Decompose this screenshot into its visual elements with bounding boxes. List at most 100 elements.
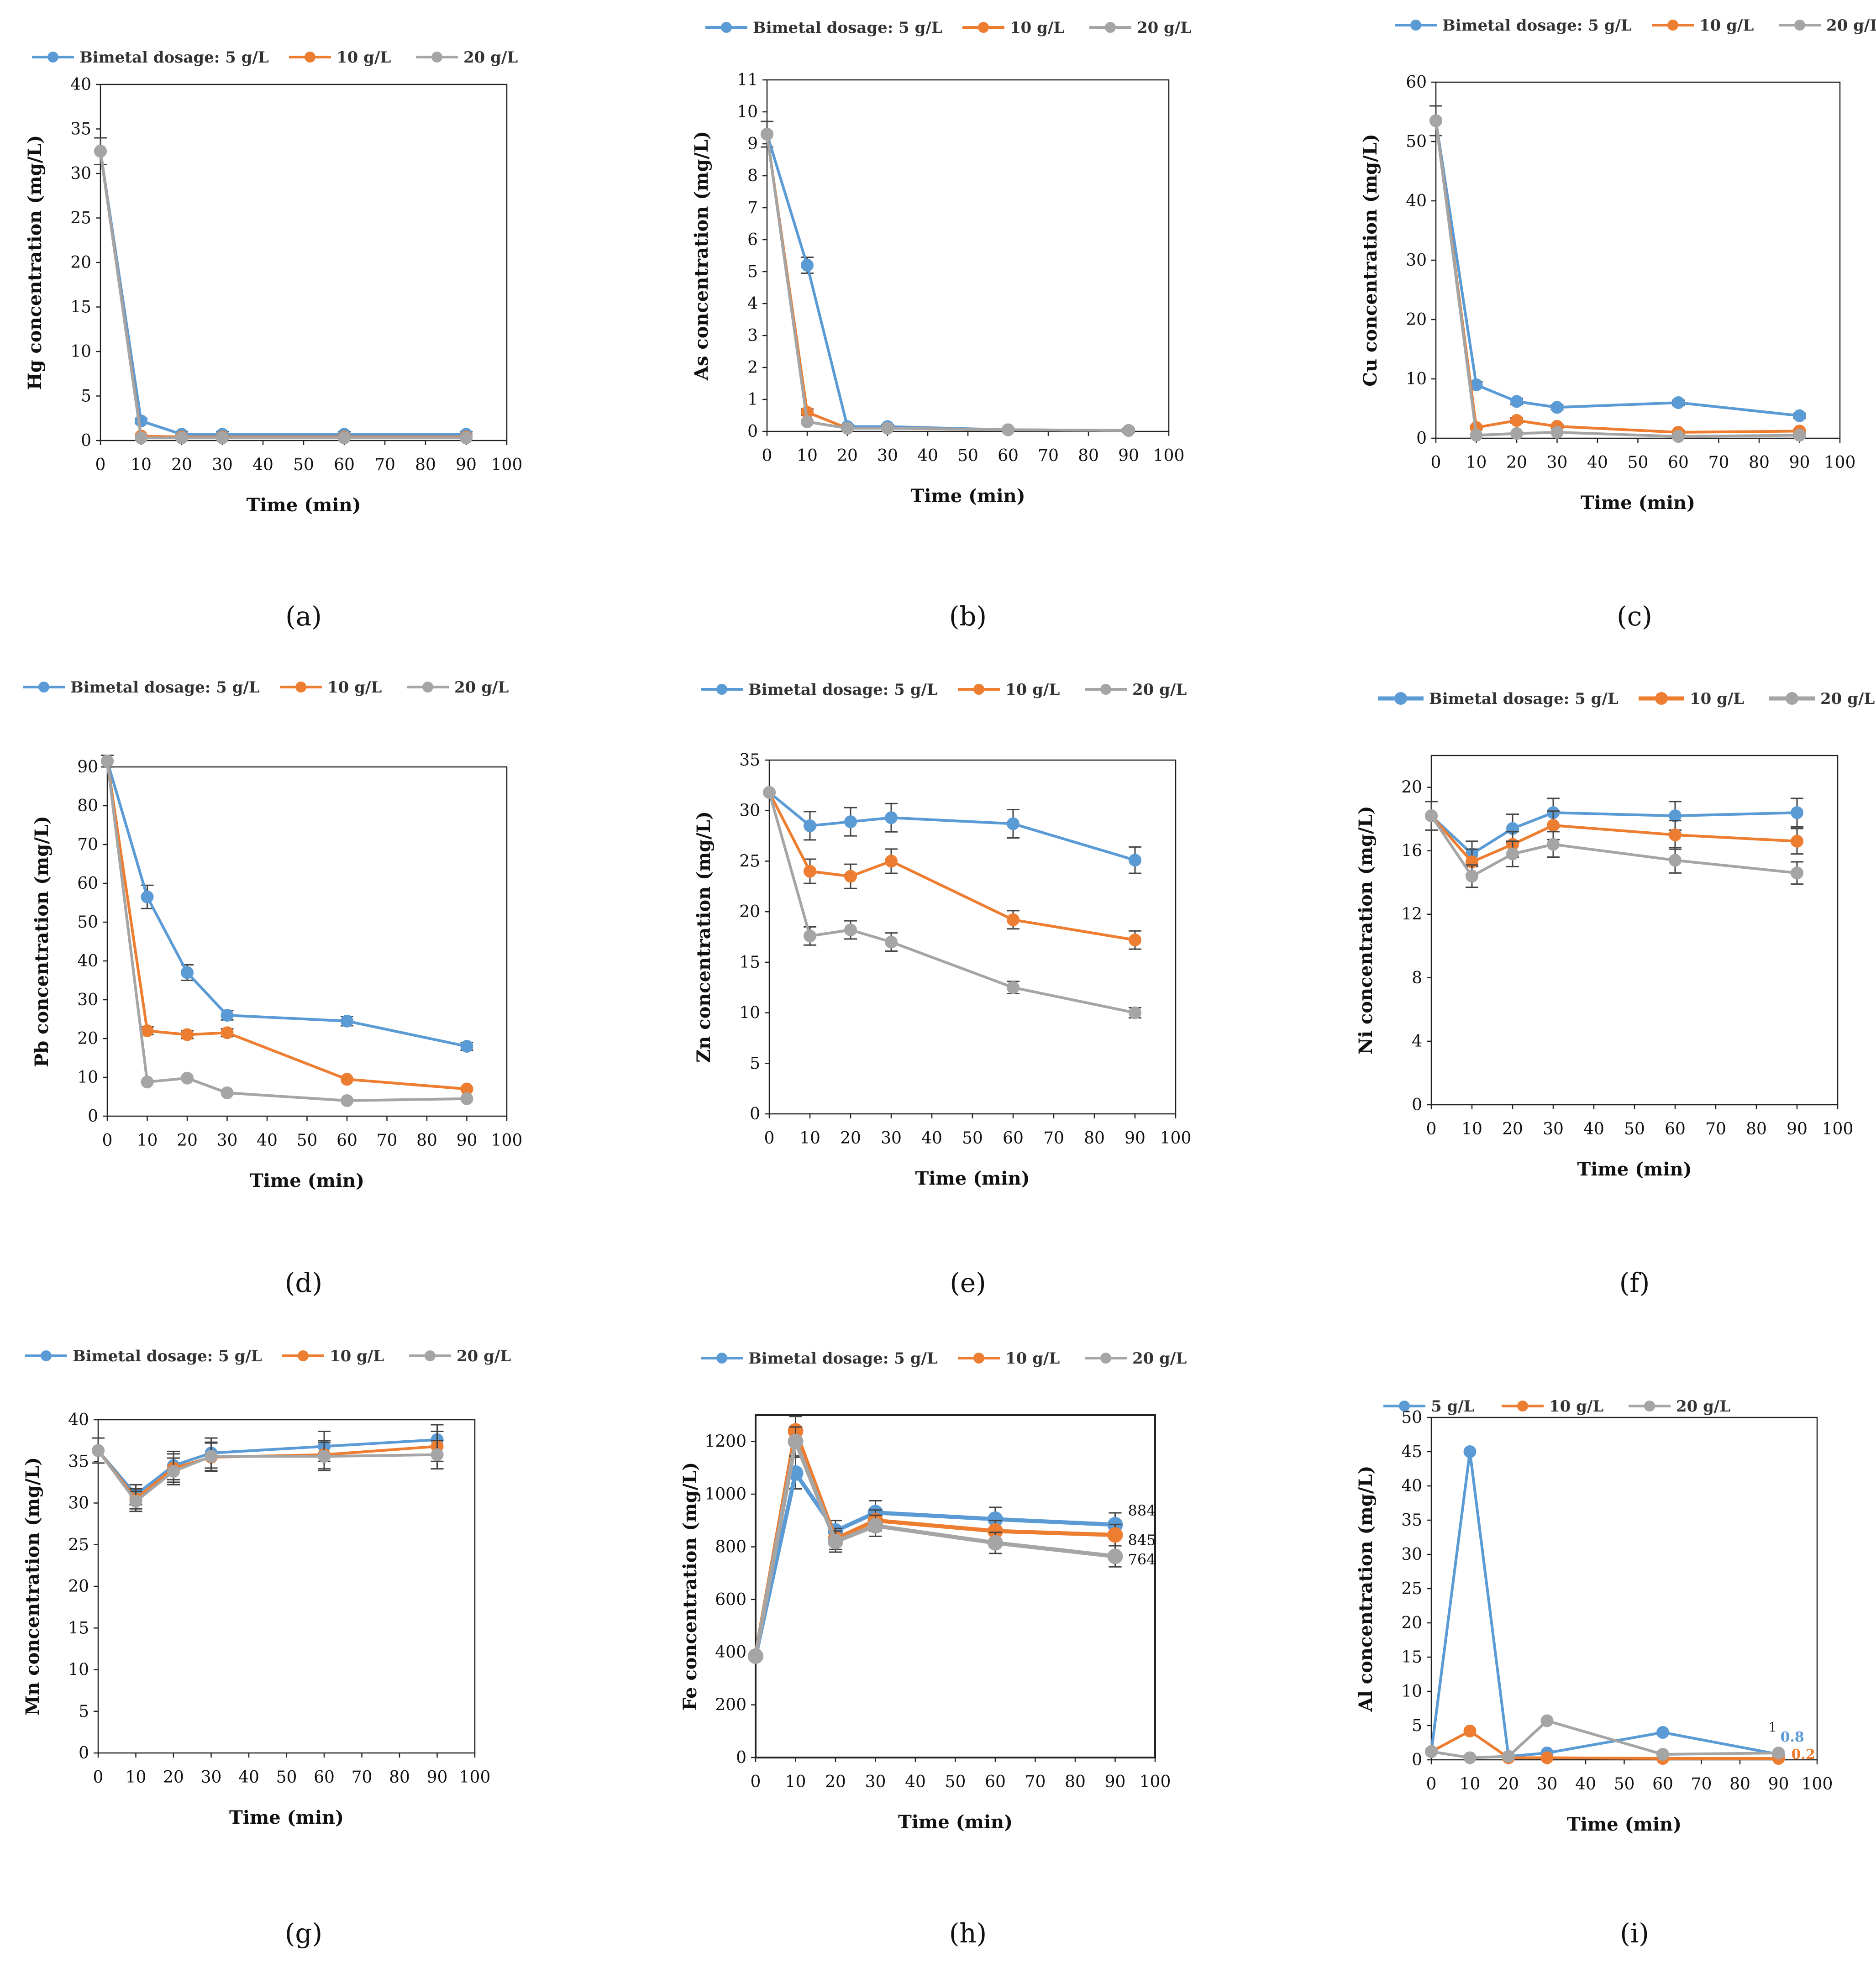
x-tick-label: 60	[1003, 1129, 1024, 1148]
plot-frame	[755, 1414, 1156, 1758]
data-label-764: 764	[1128, 1551, 1156, 1568]
y-tick-label: 20	[68, 1577, 89, 1596]
x-tick-label: 90	[457, 1131, 478, 1150]
series-line	[106, 761, 467, 1102]
data-point	[318, 1450, 331, 1463]
series-line	[106, 761, 468, 1048]
data-point	[988, 1535, 1003, 1551]
plot-frame	[1435, 81, 1841, 439]
x-tick-label: 60	[1652, 1775, 1673, 1794]
legend-label: Bimetal dosage: 5 g/L	[79, 48, 269, 67]
x-tick-label: 50	[297, 1131, 318, 1150]
legend-marker	[1410, 20, 1421, 31]
legend-marker	[38, 682, 49, 693]
data-point	[1007, 817, 1019, 830]
chart-a: 0 5 10 15 20 25 30 35 40 0 10 20 30 40 50 60 70 80 90 100 Ti…	[24, 48, 522, 516]
data-point	[748, 1648, 763, 1664]
y-tick-label: 5	[81, 387, 91, 406]
data-point	[1463, 1751, 1477, 1764]
data-point	[1502, 1750, 1515, 1763]
legend-marker	[1399, 1401, 1410, 1412]
series-5	[94, 137, 473, 441]
caption-c: (c)	[1617, 601, 1652, 632]
legend-label: 20 g/L	[1820, 690, 1875, 708]
data-point	[1510, 414, 1523, 427]
x-tick-label: 60	[1665, 1120, 1686, 1139]
series-line	[1430, 1730, 1779, 1760]
x-tick-label: 60	[336, 1131, 357, 1150]
legend-marker	[431, 52, 442, 63]
data-point	[341, 1094, 353, 1107]
y-tick-label: 3	[747, 326, 758, 345]
x-tick-label: 50	[957, 446, 978, 465]
x-tick-label: 50	[945, 1773, 966, 1791]
x-tick-label: 30	[1543, 1120, 1564, 1139]
y-tick-label: 15	[739, 953, 760, 972]
x-tick-label: 20	[837, 446, 858, 465]
x-tick-label: 10	[137, 1131, 158, 1150]
x-tick-label: 20	[1506, 453, 1527, 472]
data-point	[460, 1040, 473, 1053]
legend-marker	[721, 22, 732, 33]
x-axis-label: Time (min)	[1577, 1159, 1692, 1180]
series-5	[101, 755, 473, 1053]
x-tick-label: 90	[456, 456, 477, 474]
legend-label: Bimetal dosage: 5 g/L	[1429, 690, 1619, 708]
data-point	[1425, 1745, 1438, 1758]
data-point	[1510, 427, 1523, 440]
data-point	[141, 1024, 154, 1037]
data-point	[129, 1495, 142, 1508]
y-axis-label: Hg concentration (mg/L)	[24, 135, 46, 390]
y-tick-label: 2	[747, 358, 758, 377]
x-tick-label: 50	[276, 1768, 297, 1787]
data-point	[460, 1092, 473, 1105]
y-tick-label: 0	[750, 1105, 760, 1123]
data-point	[1463, 1445, 1477, 1458]
x-tick-label: 0	[764, 1129, 775, 1148]
data-point	[1510, 395, 1523, 408]
data-point	[101, 755, 114, 768]
y-tick-label: 70	[77, 835, 98, 854]
x-tick-label: 40	[257, 1131, 278, 1150]
x-tick-label: 30	[865, 1773, 886, 1791]
data-point	[844, 815, 857, 829]
x-tick-label: 40	[252, 456, 273, 474]
y-tick-label: 10	[737, 103, 758, 121]
y-tick-label: 8	[1412, 969, 1422, 987]
caption-a: (a)	[285, 601, 322, 632]
series-line	[99, 151, 466, 440]
x-tick-label: 40	[1575, 1775, 1596, 1794]
legend-label: 10 g/L	[1549, 1397, 1603, 1416]
series-10	[94, 145, 473, 444]
x-tick-label: 80	[1729, 1775, 1750, 1794]
y-tick-label: 40	[70, 75, 91, 94]
x-tick-label: 50	[1628, 453, 1649, 472]
y-tick-label: 20	[77, 1029, 98, 1048]
series-line	[97, 1438, 437, 1496]
y-tick-label: 30	[70, 164, 91, 183]
x-tick-label: 70	[352, 1768, 373, 1787]
data-point	[1547, 838, 1560, 851]
data-point	[460, 431, 473, 445]
y-tick-label: 40	[1401, 1477, 1422, 1495]
y-tick-label: 80	[77, 797, 98, 815]
data-point	[216, 431, 229, 445]
y-tick-label: 8	[747, 167, 758, 185]
data-point	[828, 1533, 843, 1549]
legend-label: 20 g/L	[1137, 19, 1191, 37]
data-point	[1107, 1548, 1123, 1564]
x-axis-label: Time (min)	[246, 494, 361, 516]
y-tick-label: 25	[68, 1536, 89, 1554]
y-axis-label: Cu concentration (mg/L)	[1360, 134, 1381, 387]
data-point	[92, 1444, 105, 1457]
series-line	[1430, 1450, 1779, 1758]
x-tick-label: 10	[1461, 1120, 1482, 1139]
y-tick-label: 5	[79, 1702, 89, 1721]
x-axis-label: Time (min)	[250, 1170, 364, 1191]
y-tick-label: 30	[77, 991, 98, 1009]
caption-e: (e)	[950, 1267, 986, 1298]
legend-label: Bimetal dosage: 5 g/L	[753, 19, 942, 37]
caption-f: (f)	[1619, 1267, 1650, 1298]
legend-marker	[1517, 1401, 1528, 1412]
